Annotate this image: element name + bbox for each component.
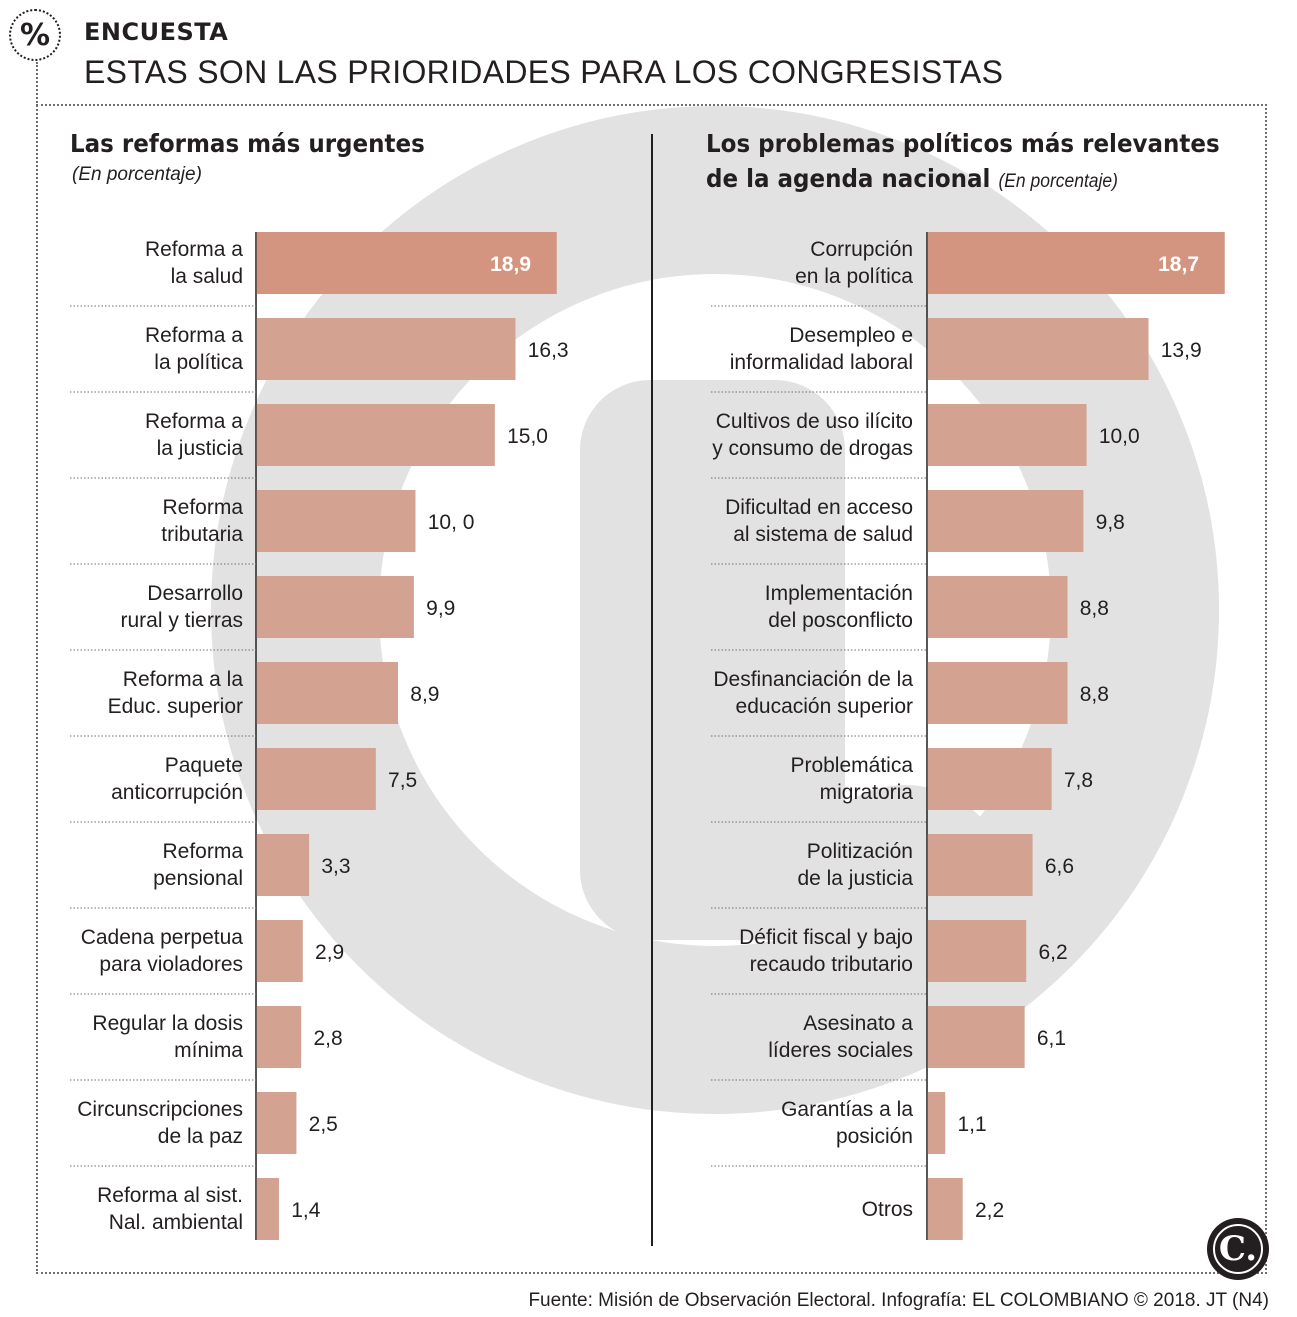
right-category-label-4: Implementación del posconflicto [765,582,913,632]
left-value-label-10: 2,5 [309,1113,338,1136]
kicker: ENCUESTA [84,18,229,46]
left-category-label-9: Regular la dosis mínima [92,1012,243,1062]
left-bar-5 [256,662,399,724]
right-category-label-11: Otros [862,1198,913,1221]
left-category-label-4: Desarrollo rural y tierras [120,582,243,632]
right-bar-0 [927,232,1225,294]
right-value-label-10: 1,1 [957,1113,986,1136]
left-category-label-2: Reforma a la justicia [145,410,243,460]
right-value-label-4: 8,8 [1080,597,1109,620]
right-value-label-11: 2,2 [975,1199,1004,1222]
right-category-label-6: Problemática migratoria [790,754,913,804]
right-bar-4 [927,576,1068,638]
right-bar-2 [927,404,1087,466]
left-category-label-10: Circunscripciones de la paz [77,1098,243,1148]
right-category-label-9: Asesinato a líderes sociales [768,1012,913,1062]
right-value-label-9: 6,1 [1037,1027,1066,1050]
dotted-frame-left [36,62,38,1274]
right-bar-10 [927,1092,946,1154]
right-bar-7 [927,834,1033,896]
right-category-label-8: Déficit fiscal y bajo recaudo tributario [739,926,913,976]
right-value-label-0: 18,7 [1158,253,1199,276]
right-value-label-8: 6,2 [1038,941,1067,964]
left-value-label-0: 18,9 [490,253,531,276]
left-bar-7 [256,834,310,896]
panel-divider [651,134,653,1246]
left-value-label-5: 8,9 [410,683,439,706]
left-category-label-8: Cadena perpetua para violadores [81,926,244,976]
percent-icon: % [9,9,61,61]
right-value-label-1: 13,9 [1161,339,1202,362]
right-value-label-2: 10,0 [1099,425,1140,448]
left-value-label-9: 2,8 [313,1027,342,1050]
left-bar-3 [256,490,416,552]
left-category-label-1: Reforma a la política [145,324,243,374]
logo-letter: C. [1213,1224,1263,1274]
right-bar-3 [927,490,1084,552]
right-bar-5 [927,662,1068,724]
left-bar-10 [256,1092,297,1154]
left-category-label-11: Reforma al sist. Nal. ambiental [97,1184,243,1234]
el-colombiano-logo: C. [1207,1218,1269,1280]
right-bar-11 [927,1178,963,1240]
left-bar-6 [256,748,376,810]
left-bar-1 [256,318,516,380]
left-bar-11 [256,1178,279,1240]
right-panel-title: Los problemas políticos más relevantes d… [706,126,1220,199]
right-value-label-5: 8,8 [1080,683,1109,706]
left-category-label-6: Paquete anticorrupción [111,754,243,804]
left-value-label-8: 2,9 [315,941,344,964]
right-bar-6 [927,748,1052,810]
right-value-label-6: 7,8 [1064,769,1093,792]
right-category-label-1: Desempleo e informalidad laboral [730,324,913,374]
left-value-label-7: 3,3 [321,855,350,878]
left-bar-0 [256,232,557,294]
right-value-label-7: 6,6 [1045,855,1074,878]
right-value-label-3: 9,8 [1096,511,1125,534]
left-value-label-3: 10, 0 [428,511,475,534]
left-category-label-3: Reforma tributaria [161,496,243,546]
left-bar-9 [256,1006,302,1068]
left-value-label-6: 7,5 [388,769,417,792]
right-bar-9 [927,1006,1025,1068]
right-category-label-5: Desfinanciación de la educación superior [713,668,913,718]
left-bar-2 [256,404,495,466]
left-bar-4 [256,576,414,638]
left-panel-subtitle: (En porcentaje) [72,164,202,185]
dotted-frame [36,104,1267,1274]
right-panel-title-line-1: Los problemas políticos más relevantes [706,129,1220,158]
right-category-label-7: Politización de la justicia [797,840,913,890]
left-value-label-4: 9,9 [426,597,455,620]
right-bar-1 [927,318,1149,380]
left-value-label-1: 16,3 [528,339,569,362]
source-note: Fuente: Misión de Observación Electoral.… [528,1290,1269,1311]
right-category-label-10: Garantías a la posición [781,1098,913,1148]
left-value-label-2: 15,0 [507,425,548,448]
right-panel-subtitle: (En porcentaje) [998,171,1118,192]
left-category-label-5: Reforma a la Educ. superior [108,668,244,718]
right-panel-title-line-2: de la agenda nacional [706,164,991,193]
right-category-label-3: Dificultad en acceso al sistema de salud [725,496,913,546]
left-category-label-0: Reforma a la salud [145,238,243,288]
left-value-label-11: 1,4 [291,1199,321,1222]
right-category-label-2: Cultivos de uso ilícito y consumo de drog… [712,410,913,460]
right-bar-8 [927,920,1027,982]
left-panel-title: Las reformas más urgentes [70,129,425,158]
left-bar-8 [256,920,303,982]
left-category-label-7: Reforma pensional [153,840,243,890]
right-category-label-0: Corrupción en la política [795,238,913,288]
headline: ESTAS SON LAS PRIORIDADES PARA LOS CONGR… [84,54,1004,90]
